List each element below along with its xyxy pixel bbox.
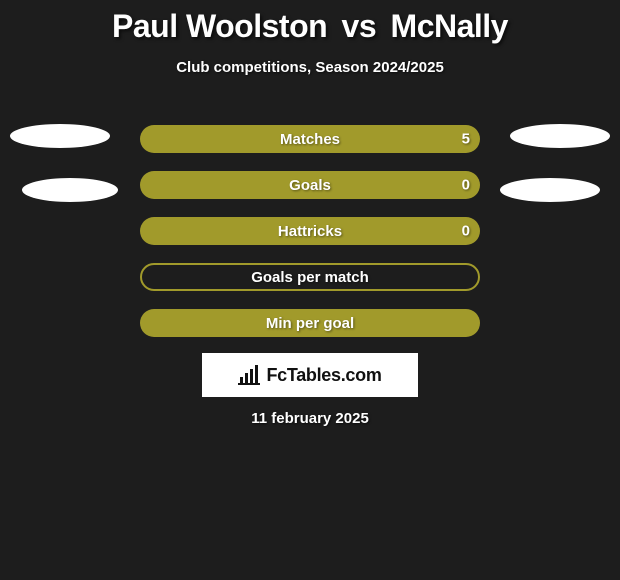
player1-name: Paul Woolston [112, 8, 327, 44]
stat-label: Goals [289, 177, 331, 194]
stat-label: Goals per match [251, 269, 369, 286]
decor-ellipse-top-left [10, 124, 110, 148]
player2-name: McNally [391, 8, 508, 44]
decor-ellipse-bottom-left [22, 178, 118, 202]
stat-row-goals: Goals 0 [140, 171, 480, 199]
decor-ellipse-top-right [510, 124, 610, 148]
stat-value-right: 5 [462, 131, 470, 148]
stat-label: Min per goal [266, 315, 354, 332]
stat-row-hattricks: Hattricks 0 [140, 217, 480, 245]
bar-chart-icon [238, 365, 262, 385]
decor-ellipse-bottom-right [500, 178, 600, 202]
brand-logo: FcTables.com [202, 353, 418, 397]
brand-text: FcTables.com [266, 365, 381, 386]
page-title: Paul Woolston vs McNally [0, 0, 620, 45]
stat-row-min-per-goal: Min per goal [140, 309, 480, 337]
stat-row-matches: Matches 5 [140, 125, 480, 153]
date-caption: 11 february 2025 [0, 410, 620, 427]
stats-block: Matches 5 Goals 0 Hattricks 0 Goals per … [140, 125, 480, 355]
subtitle: Club competitions, Season 2024/2025 [0, 59, 620, 76]
stat-label: Matches [280, 131, 340, 148]
stat-label: Hattricks [278, 223, 342, 240]
vs-label: vs [342, 8, 377, 44]
stat-row-goals-per-match: Goals per match [140, 263, 480, 291]
stat-value-right: 0 [462, 177, 470, 194]
stat-value-right: 0 [462, 223, 470, 240]
